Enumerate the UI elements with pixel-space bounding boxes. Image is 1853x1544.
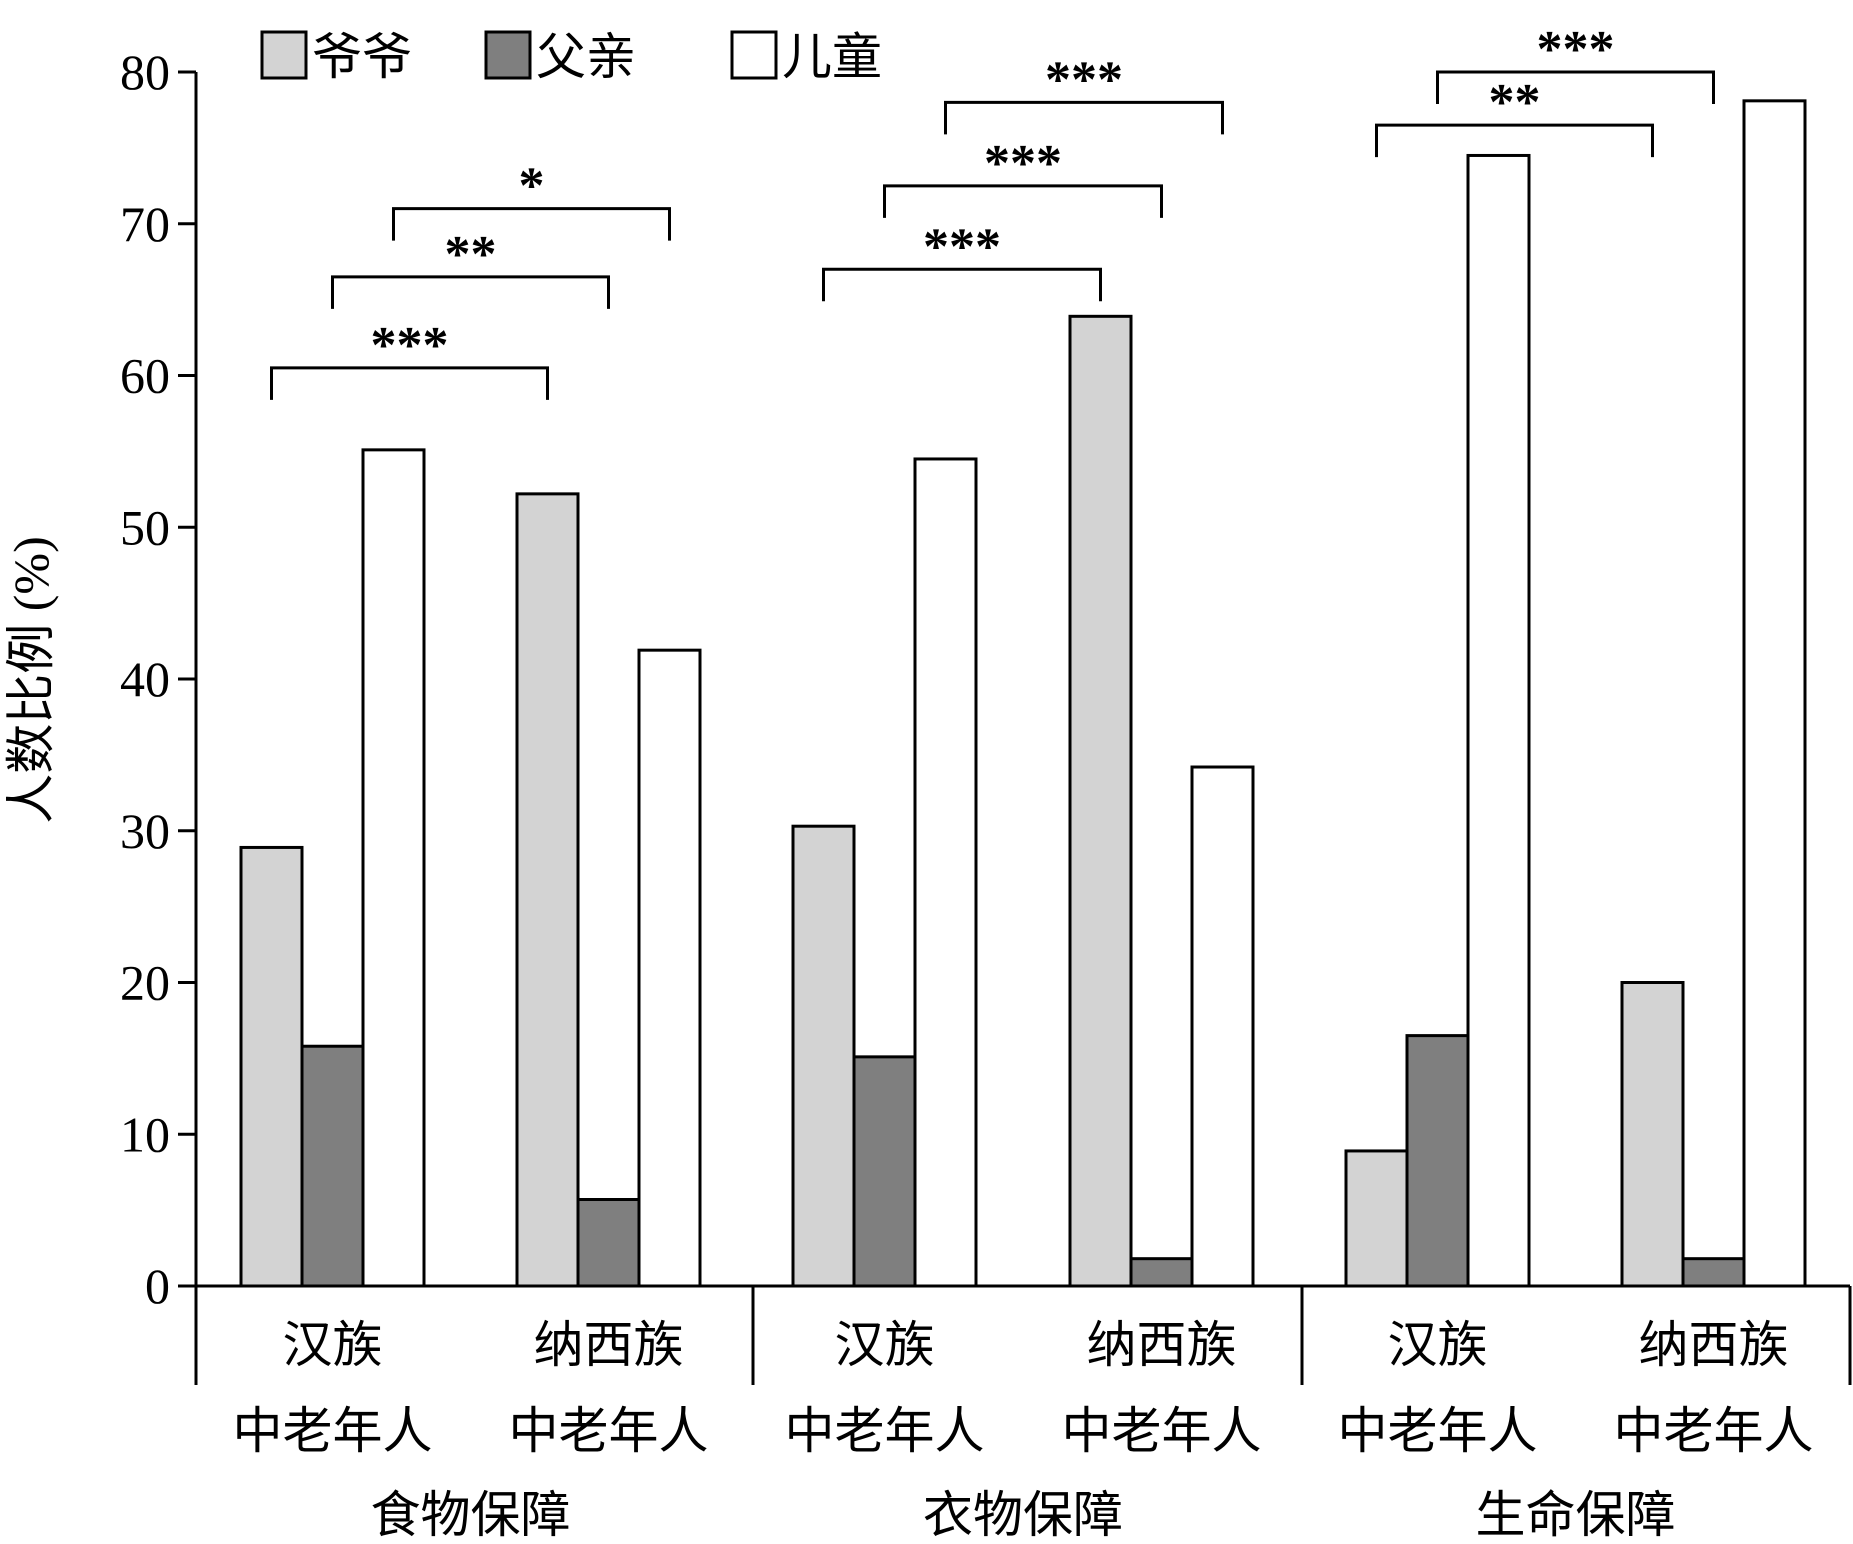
bar bbox=[1742, 99, 1807, 1288]
bar bbox=[361, 448, 426, 1288]
x-category-label-line1: 纳西族 bbox=[534, 1317, 684, 1373]
bar bbox=[1344, 1149, 1409, 1288]
y-tick-label: 20 bbox=[120, 955, 170, 1011]
x-category-label-line2: 中老年人 bbox=[1338, 1403, 1538, 1459]
x-category-label-line1: 汉族 bbox=[283, 1317, 383, 1373]
bar bbox=[239, 845, 304, 1288]
bar bbox=[913, 457, 978, 1288]
x-category-label-line2: 中老年人 bbox=[785, 1403, 985, 1459]
bar bbox=[1681, 1257, 1746, 1288]
legend-label: 爷爷 bbox=[312, 29, 412, 85]
y-tick-label: 70 bbox=[120, 196, 170, 252]
significance-label: *** bbox=[1537, 21, 1615, 78]
y-tick-label: 30 bbox=[120, 803, 170, 859]
y-axis-title: 人数比例 (%) bbox=[3, 536, 59, 823]
bar bbox=[515, 492, 580, 1288]
bars bbox=[239, 99, 1807, 1288]
legend-swatch bbox=[730, 30, 778, 80]
x-category-label-line1: 汉族 bbox=[1388, 1317, 1488, 1373]
x-group-label: 衣物保障 bbox=[923, 1487, 1123, 1543]
x-category-label-line1: 纳西族 bbox=[1087, 1317, 1237, 1373]
y-tick-label: 50 bbox=[120, 499, 170, 555]
significance-bracket bbox=[331, 275, 610, 309]
significance-label: *** bbox=[984, 135, 1062, 192]
x-category-label-line2: 中老年人 bbox=[1062, 1403, 1262, 1459]
significance-bracket bbox=[392, 207, 671, 241]
significance-label: ** bbox=[445, 226, 497, 283]
bar bbox=[1190, 765, 1255, 1288]
significance-label: *** bbox=[923, 218, 1001, 275]
significance-bracket bbox=[1375, 123, 1654, 158]
x-category-label-line1: 纳西族 bbox=[1639, 1317, 1789, 1373]
x-category-label-line1: 汉族 bbox=[835, 1317, 935, 1373]
bar bbox=[1405, 1034, 1470, 1288]
x-group-label: 食物保障 bbox=[371, 1487, 571, 1543]
significance-label: *** bbox=[371, 317, 449, 374]
y-tick-label: 40 bbox=[120, 651, 170, 707]
significance-bracket bbox=[270, 366, 549, 400]
significance-label: ** bbox=[1489, 74, 1541, 131]
legend-swatch bbox=[260, 30, 308, 80]
significance-bracket bbox=[883, 184, 1163, 218]
bar bbox=[576, 1198, 641, 1288]
x-category-label-line2: 中老年人 bbox=[509, 1403, 709, 1459]
bar bbox=[852, 1055, 917, 1288]
y-tick-label: 60 bbox=[120, 348, 170, 404]
significance-label: *** bbox=[1045, 51, 1123, 108]
bar bbox=[1068, 314, 1133, 1288]
y-tick-label: 0 bbox=[145, 1258, 170, 1314]
y-tick-label: 10 bbox=[120, 1106, 170, 1162]
y-tick-label: 80 bbox=[120, 44, 170, 100]
bar bbox=[1620, 981, 1685, 1288]
significance-bracket bbox=[822, 267, 1102, 302]
x-group-label: 生命保障 bbox=[1476, 1487, 1676, 1543]
legend-label: 儿童 bbox=[782, 29, 882, 85]
legend-label: 父亲 bbox=[536, 29, 636, 85]
legend: 爷爷 父亲 儿童 bbox=[260, 29, 882, 85]
legend-swatch bbox=[484, 30, 532, 80]
significance-label: * bbox=[519, 158, 545, 215]
x-category-label-line2: 中老年人 bbox=[1614, 1403, 1814, 1459]
x-category-label-line2: 中老年人 bbox=[233, 1403, 433, 1459]
bar bbox=[1466, 153, 1531, 1288]
bar bbox=[637, 648, 702, 1288]
bar bbox=[300, 1044, 365, 1288]
bar bbox=[791, 824, 856, 1288]
significance-bracket bbox=[1436, 70, 1715, 104]
significance-bracket bbox=[944, 100, 1224, 135]
significance-brackets: *************** ***** bbox=[270, 21, 1715, 400]
bar bbox=[1129, 1257, 1194, 1288]
